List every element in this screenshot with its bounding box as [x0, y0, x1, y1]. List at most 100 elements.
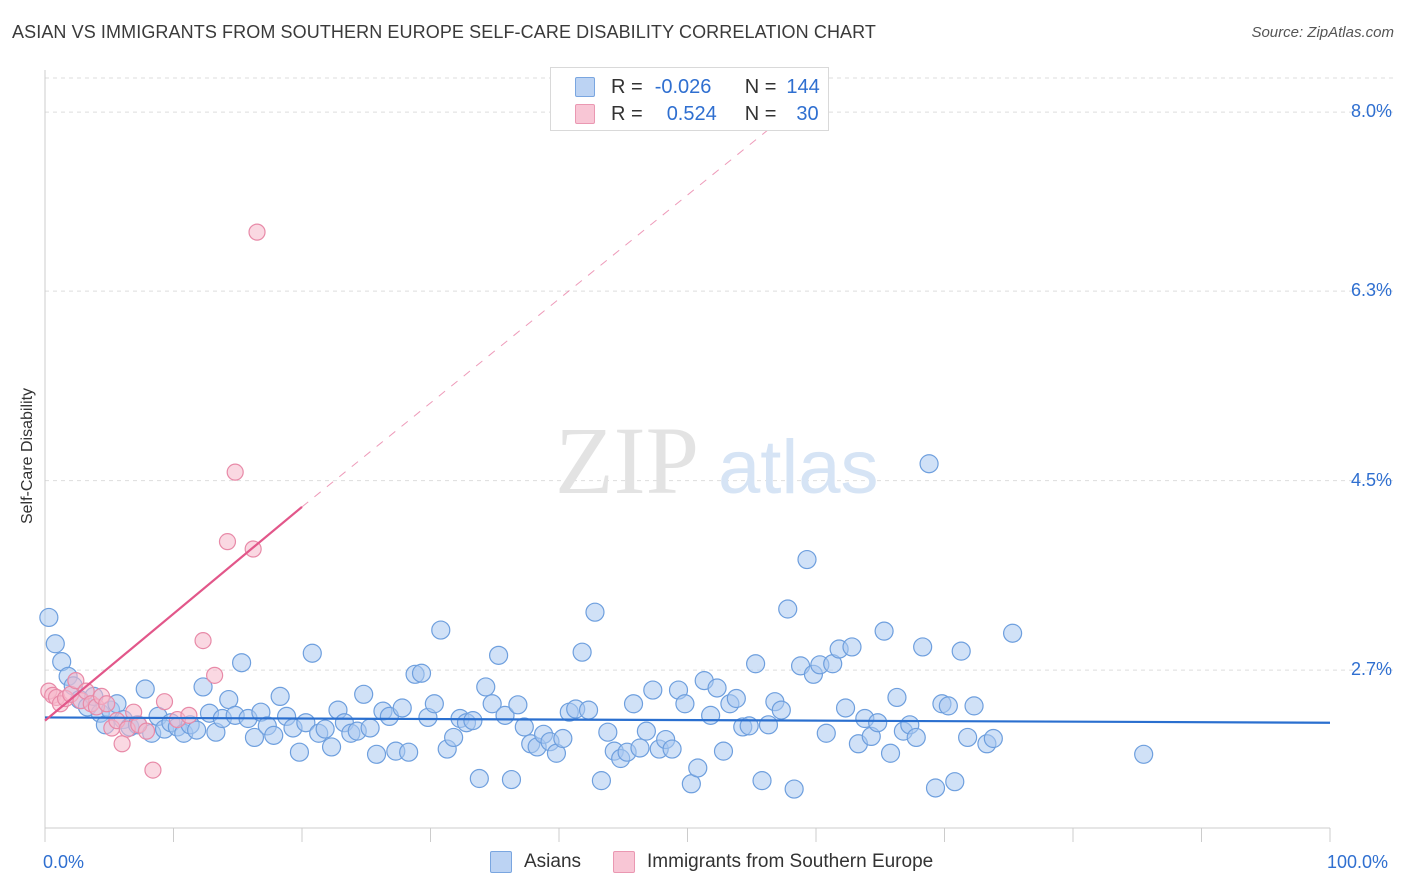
- asian-point: [514, 717, 534, 737]
- asian-point: [816, 723, 836, 743]
- immigrant-points: [40, 223, 266, 779]
- asian-point: [444, 727, 464, 748]
- asian-point: [572, 642, 592, 662]
- immigrant-point: [218, 533, 237, 551]
- asian-point: [868, 713, 888, 733]
- chart-title: ASIAN VS IMMIGRANTS FROM SOUTHERN EUROPE…: [12, 22, 877, 42]
- asian-point: [726, 688, 746, 709]
- asian-point: [842, 637, 862, 657]
- asian-point: [270, 686, 290, 707]
- asian-point: [675, 694, 695, 714]
- y-tick-label: 4.5%: [1350, 469, 1392, 490]
- asian-point: [964, 696, 984, 716]
- immigrant-point: [206, 666, 224, 684]
- legend-n-label: N =: [744, 102, 777, 125]
- legend-row-asians: R = -0.026 N = 144: [575, 74, 820, 100]
- asian-point: [919, 454, 939, 474]
- asian-point: [39, 607, 59, 628]
- asian-point: [662, 739, 682, 759]
- asian-point: [469, 768, 489, 789]
- source-label: Source: ZipAtlas.com: [1251, 24, 1394, 41]
- asian-point: [508, 695, 528, 715]
- asian-point: [778, 599, 798, 619]
- asian-point: [983, 728, 1003, 749]
- asian-point: [771, 700, 791, 720]
- asian-point: [193, 677, 213, 697]
- asian-point: [701, 705, 721, 725]
- asian-point: [945, 772, 965, 792]
- asian-point: [925, 778, 946, 798]
- asian-point: [758, 715, 779, 735]
- asian-point: [424, 694, 444, 714]
- immigrant-trend-line: [44, 506, 303, 722]
- asian-point: [392, 698, 412, 718]
- series-legend: Asians Immigrants from Southern Europe: [490, 851, 965, 873]
- asian-point: [874, 621, 894, 641]
- immigrant-point: [155, 693, 174, 711]
- asian-point: [913, 637, 933, 657]
- asian-point: [411, 663, 432, 683]
- asian-point: [835, 698, 856, 718]
- x-tick-label: 0.0%: [43, 852, 85, 872]
- asian-point: [321, 737, 342, 757]
- series-label-immigrants: Immigrants from Southern Europe: [647, 851, 934, 872]
- asian-point: [752, 771, 772, 791]
- asian-point: [463, 711, 483, 731]
- asian-point: [482, 694, 502, 714]
- legend-r-value: 0.524: [666, 102, 717, 125]
- asian-point: [598, 722, 618, 742]
- series-legend-asians: Asians: [490, 851, 581, 873]
- asian-point: [360, 718, 380, 738]
- immigrant-point: [67, 672, 85, 690]
- immigrant-point: [137, 722, 156, 740]
- asian-point: [630, 738, 650, 758]
- asian-point: [315, 719, 335, 739]
- asian-point: [623, 694, 644, 714]
- asian-point: [264, 725, 284, 745]
- asian-point: [135, 679, 155, 699]
- correlation-legend: R = -0.026 N = 144 R = 0.524 N = 30: [550, 67, 829, 131]
- asian-trend-line: [44, 716, 1331, 724]
- asian-point: [431, 620, 451, 640]
- legend-n-value: 144: [786, 75, 820, 98]
- watermark-atlas: atlas: [718, 425, 879, 510]
- asian-point: [354, 684, 374, 704]
- asian-point: [585, 602, 605, 622]
- legend-n-label: N =: [744, 75, 777, 98]
- legend-r-label: R =: [611, 102, 643, 125]
- asian-point: [938, 696, 958, 716]
- asian-point: [232, 653, 252, 673]
- series-swatch-asians: [490, 851, 512, 873]
- legend-r-value: -0.026: [654, 75, 712, 98]
- y-tick-label: 8.0%: [1350, 101, 1392, 122]
- asian-point: [489, 645, 509, 665]
- asian-point: [399, 742, 419, 762]
- watermark-zip: ZIP: [555, 407, 699, 514]
- immigrant-point: [248, 223, 266, 241]
- immigrant-trend-extension: [301, 90, 817, 508]
- asian-point: [1134, 744, 1154, 764]
- asian-point: [476, 677, 496, 697]
- series-swatch-immigrants: [613, 851, 636, 873]
- immigrant-point: [226, 463, 244, 481]
- asian-point: [591, 771, 612, 791]
- asian-point: [289, 742, 310, 762]
- asian-point: [958, 727, 978, 748]
- asian-point: [1003, 623, 1023, 643]
- legend-n-value: 30: [796, 102, 819, 125]
- asian-point: [906, 727, 926, 748]
- immigrant-point: [194, 632, 212, 650]
- asian-point: [244, 727, 265, 748]
- legend-row-immigrants: R = 0.524 N = 30: [575, 101, 819, 127]
- asian-point: [713, 741, 734, 761]
- axes: [44, 70, 1331, 842]
- y-tick-label: 2.7%: [1350, 659, 1392, 680]
- trend-lines: [44, 90, 1331, 724]
- asian-point: [366, 744, 387, 764]
- x-tick-label: 100.0%: [1327, 852, 1389, 872]
- asian-point: [302, 643, 322, 663]
- immigrant-point: [144, 761, 162, 779]
- asian-point: [707, 678, 727, 698]
- asian-point: [643, 680, 663, 700]
